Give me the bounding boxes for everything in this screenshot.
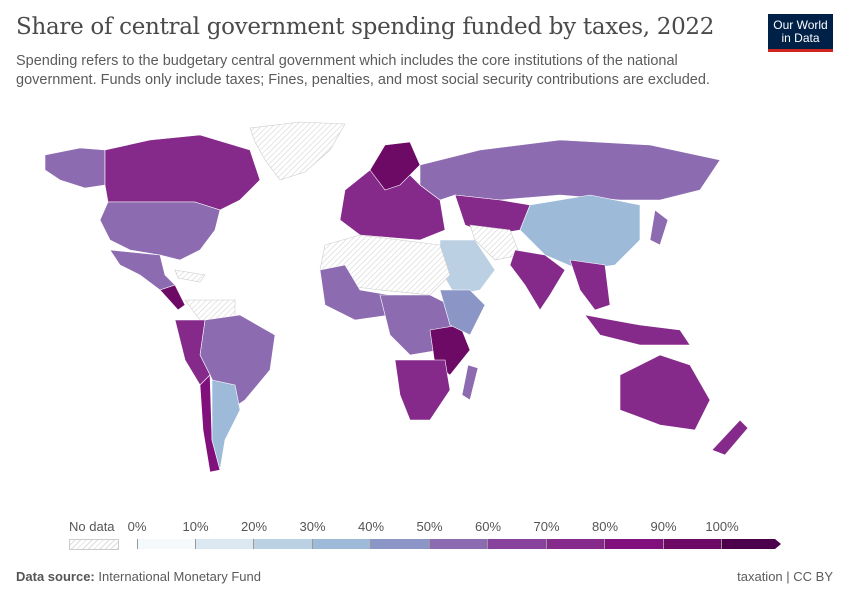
region-alaska[interactable] [44,147,106,189]
legend-tick-label: 20% [240,519,268,534]
data-source-name[interactable]: International Monetary Fund [98,569,261,584]
region-caribbean[interactable] [174,269,206,283]
legend-tick-label: 90% [650,519,677,534]
legend-bin[interactable] [722,539,775,549]
legend-bin[interactable] [429,539,488,549]
data-source: Data source: International Monetary Fund [16,569,261,584]
region-japan[interactable] [649,209,669,246]
region-usa[interactable] [99,201,221,261]
region-southern-africa[interactable] [394,359,451,421]
legend-bin[interactable] [488,539,547,549]
legend-arrow [774,539,781,549]
chart-subtitle: Spending refers to the budgetary central… [16,53,710,88]
legend-tick-label: 60% [474,519,502,534]
legend-tick-label: 30% [299,519,326,534]
data-source-label: Data source: [16,569,95,584]
legend-tick-label: 10% [182,519,209,534]
legend-bin[interactable] [663,539,722,549]
legend-bin[interactable] [312,539,371,549]
legend-tick-label: 100% [705,519,739,534]
region-new-zealand[interactable] [711,419,749,456]
legend-no-data-swatch [69,539,119,550]
legend-bin[interactable] [195,539,254,549]
region-brazil[interactable] [199,314,276,411]
region-greenland[interactable] [249,121,346,181]
region-southeast-asia[interactable] [569,259,611,311]
region-russia[interactable] [419,139,721,201]
legend-no-data-label: No data [69,519,115,534]
legend-tick-label: 40% [357,519,385,534]
region-india[interactable] [509,249,566,311]
legend-tick-label: 70% [533,519,560,534]
region-madagascar[interactable] [461,364,479,401]
legend-tick-label: 0% [127,519,147,534]
region-horn-africa[interactable] [439,289,486,336]
legend-bin[interactable] [254,539,313,549]
legend-tick-label: 50% [416,519,443,534]
chart-title: Share of central government spending fun… [16,14,715,40]
footer-license[interactable]: taxation | CC BY [737,569,833,584]
legend-bin[interactable] [371,539,430,549]
world-map[interactable] [0,110,850,510]
legend-bin[interactable] [605,539,664,549]
legend-bin[interactable] [546,539,605,549]
map-legend: No data 0% 10% 20% 30% 40% 50% 60% 70% 80% 90% 100… [0,515,850,555]
owid-logo[interactable]: Our World in Data [768,14,833,52]
region-china[interactable] [519,194,641,271]
region-argentina[interactable] [211,379,241,471]
region-iran[interactable] [469,224,521,261]
region-australia[interactable] [619,354,711,431]
region-canada[interactable] [104,134,261,211]
legend-tick-label: 80% [591,519,619,534]
legend-bin[interactable] [137,539,196,549]
region-indonesia[interactable] [584,314,691,346]
region-central-america[interactable] [159,284,186,311]
